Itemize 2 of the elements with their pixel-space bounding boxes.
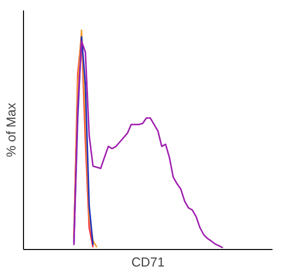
x-axis-title: CD71: [131, 254, 165, 270]
y-axis-title: % of Max: [4, 102, 18, 158]
